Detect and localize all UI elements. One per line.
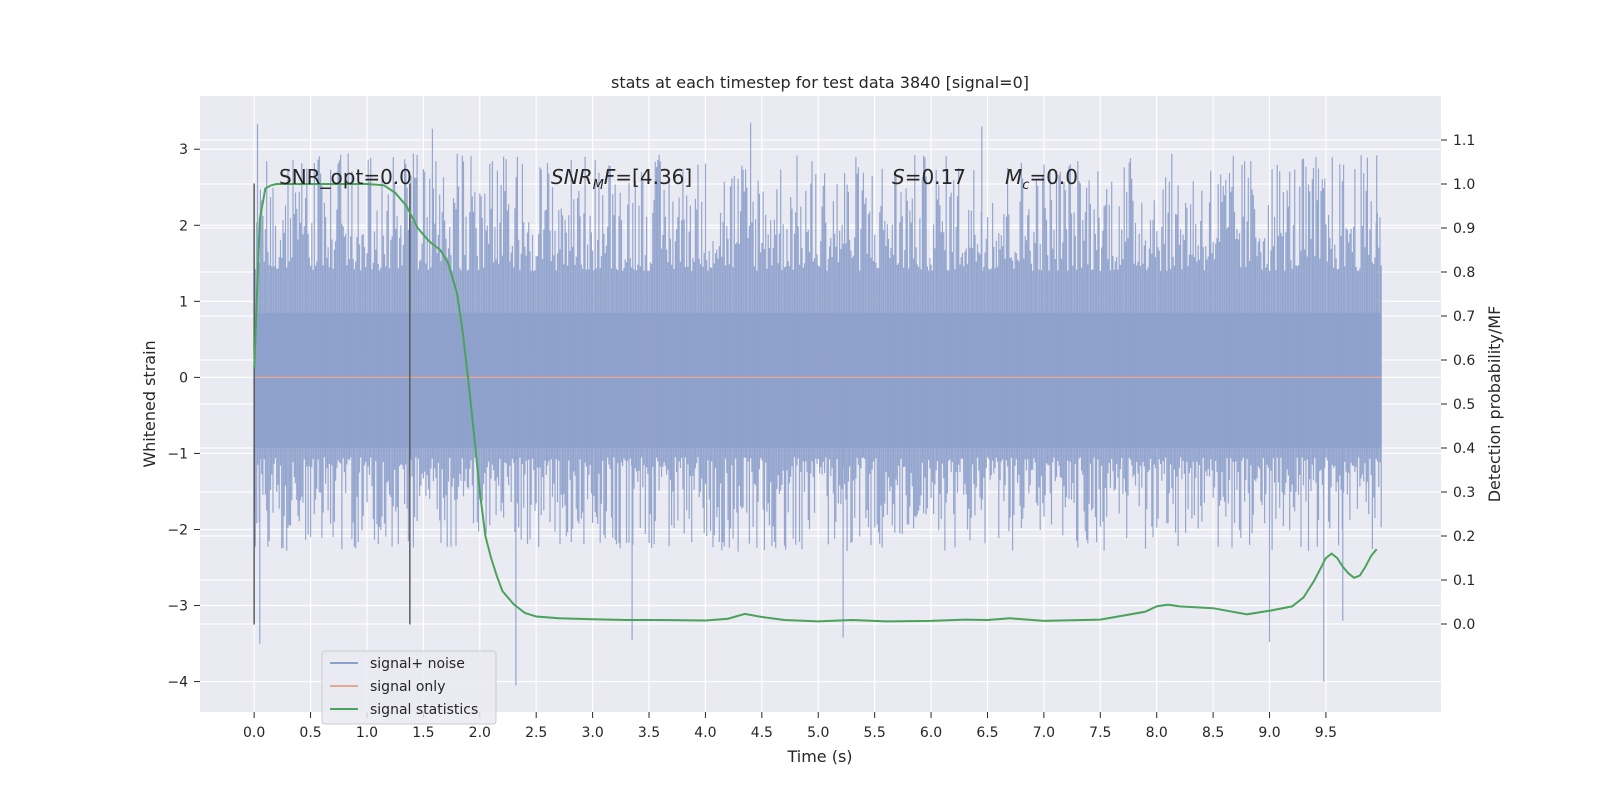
y-tick-label: −2 bbox=[167, 522, 188, 538]
x-tick-label: 0.5 bbox=[299, 725, 321, 741]
y-tick-label: 3 bbox=[179, 142, 188, 158]
x-tick-label: 8.0 bbox=[1146, 725, 1168, 741]
annotation-snr-mf-sub: M bbox=[593, 178, 604, 193]
y2-tick-label: 0.1 bbox=[1453, 573, 1475, 589]
y-tick-label: −1 bbox=[167, 446, 188, 462]
marker-lines bbox=[253, 183, 411, 625]
y-tick-label: 0 bbox=[179, 370, 188, 386]
y-tick-label: 1 bbox=[179, 294, 188, 310]
y2-tick-label: 1.0 bbox=[1453, 177, 1475, 193]
annotation-mc-sub: c bbox=[1022, 178, 1029, 193]
y2-tick-label: 0.0 bbox=[1453, 617, 1475, 633]
x-tick-label: 2.0 bbox=[469, 725, 491, 741]
y2-tick-label: 0.5 bbox=[1453, 397, 1475, 413]
x-tick-label: 1.5 bbox=[412, 725, 434, 741]
y2-axis-label: Detection probability/MF bbox=[1485, 306, 1504, 503]
series-signal-statistics-line bbox=[253, 183, 1378, 623]
x-tick-label: 7.5 bbox=[1089, 725, 1111, 741]
legend-label-signal-plus-noise: signal+ noise bbox=[370, 656, 465, 672]
annotation-snr-mf-f: F bbox=[604, 165, 616, 189]
legend-label-signal-only: signal only bbox=[370, 679, 445, 695]
x-tick-label: 9.0 bbox=[1258, 725, 1280, 741]
y2-tick-label: 0.2 bbox=[1453, 529, 1475, 545]
axes: 0.0 0.5 1.0 1.5 2.0 2.5 3.0 3.5 4.0 4.5 5.0 5.5 6.0 6… bbox=[167, 133, 1475, 741]
legend: signal+ noise signal only signal statist… bbox=[321, 650, 497, 725]
x-tick-label: 8.5 bbox=[1202, 725, 1224, 741]
annotation-mc-value: =0.0 bbox=[1029, 165, 1078, 189]
x-tick-label: 4.0 bbox=[694, 725, 716, 741]
annotation-mc-var: M bbox=[1005, 165, 1022, 189]
x-tick-label: 2.5 bbox=[525, 725, 547, 741]
y2-tick-label: 0.3 bbox=[1453, 485, 1475, 501]
annotation-s-value: =0.17 bbox=[905, 165, 966, 189]
x-tick-label: 0.0 bbox=[243, 725, 265, 741]
x-tick-label: 6.0 bbox=[920, 725, 942, 741]
x-tick-label: 5.0 bbox=[807, 725, 829, 741]
x-tick-label: 5.5 bbox=[864, 725, 886, 741]
y2-tick-label: 0.9 bbox=[1453, 221, 1475, 237]
legend-label-signal-statistics: signal statistics bbox=[370, 702, 478, 718]
y2-tick-label: 0.7 bbox=[1453, 309, 1475, 325]
x-tick-label: 7.0 bbox=[1033, 725, 1055, 741]
y2-tick-label: 0.6 bbox=[1453, 353, 1475, 369]
legend-box bbox=[321, 650, 497, 725]
y-tick-label: −4 bbox=[167, 675, 188, 691]
y2-tick-label: 0.8 bbox=[1453, 265, 1475, 281]
annotation-snr-mf-var: SNR bbox=[551, 165, 593, 189]
annotation-s: S=0.17 bbox=[892, 165, 966, 189]
annotation-snr-opt: SNR_opt=0.0 bbox=[279, 165, 412, 189]
data-layer bbox=[253, 122, 1382, 686]
x-tick-label: 1.0 bbox=[356, 725, 378, 741]
y2-tick-label: 1.1 bbox=[1453, 133, 1475, 149]
annotation-snr-mf: SNRMF=[4.36] bbox=[551, 165, 692, 193]
annotation-snr-mf-value: =[4.36] bbox=[615, 165, 692, 189]
annotation-s-var: S bbox=[892, 165, 905, 189]
y2-tick-label: 0.4 bbox=[1453, 441, 1475, 457]
x-tick-label: 4.5 bbox=[751, 725, 773, 741]
y-axis-label: Whitened strain bbox=[140, 340, 159, 467]
x-tick-label: 9.5 bbox=[1315, 725, 1337, 741]
x-tick-label: 6.5 bbox=[976, 725, 998, 741]
y-tick-label: 2 bbox=[179, 218, 188, 234]
x-axis-label: Time (s) bbox=[786, 747, 852, 766]
chart-title: stats at each timestep for test data 384… bbox=[611, 73, 1029, 92]
annotation-mc: Mc=0.0 bbox=[1005, 165, 1078, 193]
x-tick-label: 3.0 bbox=[581, 725, 603, 741]
y-tick-label: −3 bbox=[167, 599, 188, 615]
x-tick-label: 3.5 bbox=[638, 725, 660, 741]
